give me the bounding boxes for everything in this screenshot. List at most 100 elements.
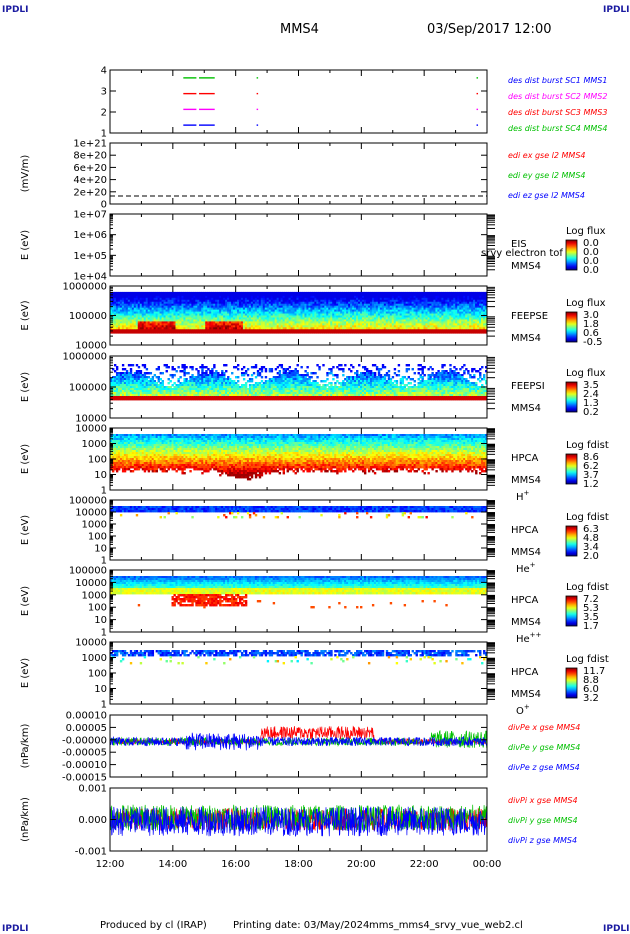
heat-cell — [159, 331, 162, 334]
heat-cell — [298, 305, 301, 309]
heat-cell — [328, 305, 331, 309]
heat-cell — [221, 301, 224, 305]
heat-cell — [320, 297, 323, 301]
heat-cell — [286, 317, 289, 320]
heat-cell — [167, 297, 170, 301]
heat-cell — [292, 319, 295, 322]
heat-cell — [292, 295, 295, 299]
heat-cell — [338, 299, 341, 303]
heat-cell — [371, 297, 375, 301]
heat-cell — [481, 295, 484, 299]
heat-cell — [475, 315, 478, 318]
heat-cell — [115, 317, 119, 320]
heat-cell — [225, 305, 228, 309]
heat-cell — [467, 291, 470, 295]
heat-cell — [177, 388, 180, 391]
heat-cell — [413, 331, 416, 334]
heat-cell — [469, 325, 472, 328]
heat-cell — [266, 297, 270, 301]
heat-cell — [389, 315, 393, 318]
heat-cell — [344, 295, 347, 299]
heat-cell — [344, 309, 347, 312]
heat-cell — [340, 319, 343, 322]
heat-cell — [246, 291, 250, 295]
heat-cell — [233, 301, 236, 305]
heat-cell — [215, 307, 218, 310]
heat-cell — [258, 297, 262, 301]
heat-cell — [467, 301, 470, 305]
heat-cell — [276, 329, 280, 332]
heat-cell — [205, 325, 208, 328]
heat-cell — [397, 325, 401, 328]
heat-cell — [481, 319, 484, 322]
heat-cell — [387, 311, 391, 314]
heat-cell — [367, 311, 371, 314]
heat-cell — [397, 317, 401, 320]
heat-cell — [219, 313, 222, 316]
heat-cell — [219, 329, 222, 332]
heat-cell — [266, 323, 270, 326]
heat-cell — [121, 323, 125, 326]
heat-cell — [161, 323, 164, 326]
heat-cell — [453, 307, 456, 310]
heat-cell — [288, 291, 291, 295]
heat-cell — [475, 329, 478, 332]
heat-cell — [401, 299, 405, 303]
heat-cell — [231, 329, 234, 332]
heat-cell — [344, 331, 347, 334]
heat-cell — [207, 390, 210, 393]
heat-cell — [199, 309, 202, 312]
heat-cell — [179, 384, 182, 387]
heat-cell — [246, 313, 250, 316]
heat-cell — [205, 307, 208, 310]
heat-cell — [147, 295, 151, 299]
heat-cell — [282, 331, 286, 334]
heat-cell — [181, 293, 184, 297]
heat-cell — [189, 390, 192, 393]
heat-cell — [411, 291, 414, 295]
heat-cell — [264, 297, 268, 301]
heat-cell — [211, 398, 214, 401]
heat-cell — [411, 307, 414, 310]
heat-cell — [350, 317, 353, 320]
heat-cell — [117, 394, 121, 397]
heat-cell — [157, 329, 160, 332]
heat-cell — [342, 301, 345, 305]
heat-cell — [225, 311, 228, 314]
heat-cell — [421, 307, 424, 310]
heat-cell — [274, 327, 278, 330]
heat-cell — [367, 291, 371, 295]
heat-cell — [477, 329, 480, 332]
heat-cell — [479, 323, 482, 326]
heat-cell — [328, 291, 331, 295]
heat-cell — [276, 313, 280, 316]
heat-cell — [361, 327, 365, 330]
heat-cell — [381, 317, 385, 320]
heat-cell — [175, 392, 178, 395]
heat-cell — [163, 311, 166, 314]
heat-cell — [187, 311, 190, 314]
heat-cell — [238, 319, 242, 322]
heat-cell — [113, 307, 117, 310]
heat-cell — [365, 321, 369, 324]
heat-cell — [137, 317, 141, 320]
heat-cell — [191, 311, 194, 314]
heat-cell — [175, 301, 178, 305]
heat-cell — [310, 315, 313, 318]
heat-cell — [157, 309, 160, 312]
heat-cell — [459, 313, 462, 316]
heat-cell — [369, 301, 373, 305]
heat-cell — [205, 329, 208, 332]
heat-cell — [149, 313, 153, 316]
heat-cell — [356, 325, 359, 328]
heat-cell — [185, 386, 188, 389]
heat-cell — [240, 297, 244, 301]
heat-cell — [231, 303, 234, 307]
heat-cell — [369, 321, 373, 324]
heat-cell — [181, 331, 184, 334]
heat-cell — [433, 309, 436, 312]
heat-cell — [119, 327, 123, 330]
heat-cell — [153, 331, 157, 334]
heat-cell — [280, 303, 284, 307]
heat-cell — [183, 382, 186, 385]
